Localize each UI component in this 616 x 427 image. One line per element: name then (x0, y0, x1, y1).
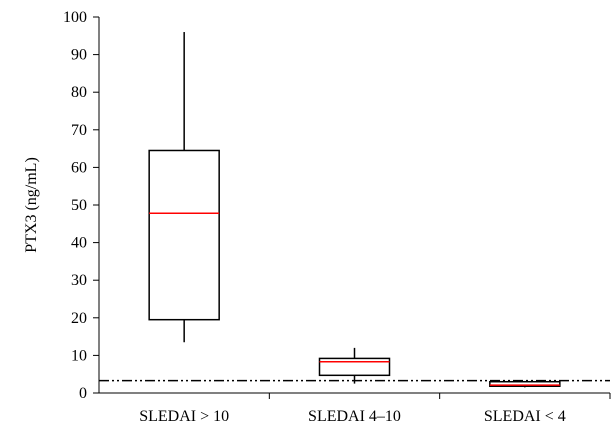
y-tick-label: 20 (71, 310, 87, 327)
y-tick-label: 50 (71, 197, 87, 214)
boxes (148, 32, 561, 388)
y-tick-label: 80 (71, 84, 87, 101)
x-tick-label: SLEDAI < 4 (484, 408, 566, 425)
y-tick-label: 100 (63, 9, 87, 26)
x-tick-label: SLEDAI > 10 (139, 408, 229, 425)
box-group (148, 32, 220, 343)
x-axis-ticks: SLEDAI > 10 SLEDAI 4–10 SLEDAI < 4 (139, 393, 611, 425)
box-group (489, 380, 561, 388)
y-tick-label: 10 (71, 347, 87, 364)
y-tick-label: 60 (71, 159, 87, 176)
box-group (318, 347, 391, 384)
y-tick-label: 30 (71, 272, 87, 289)
box (318, 357, 391, 377)
box (148, 149, 220, 321)
box (489, 380, 561, 387)
y-tick-label: 70 (71, 122, 87, 139)
y-tick-label: 0 (79, 385, 87, 402)
x-tick-label: SLEDAI 4–10 (308, 408, 401, 425)
y-tick-label: 90 (71, 47, 87, 64)
y-tick-label: 40 (71, 235, 87, 252)
y-axis-ticks: 0 10 20 30 40 50 60 70 80 90 100 (63, 9, 99, 402)
y-axis-label: PTX3 (ng/mL) (23, 157, 40, 253)
